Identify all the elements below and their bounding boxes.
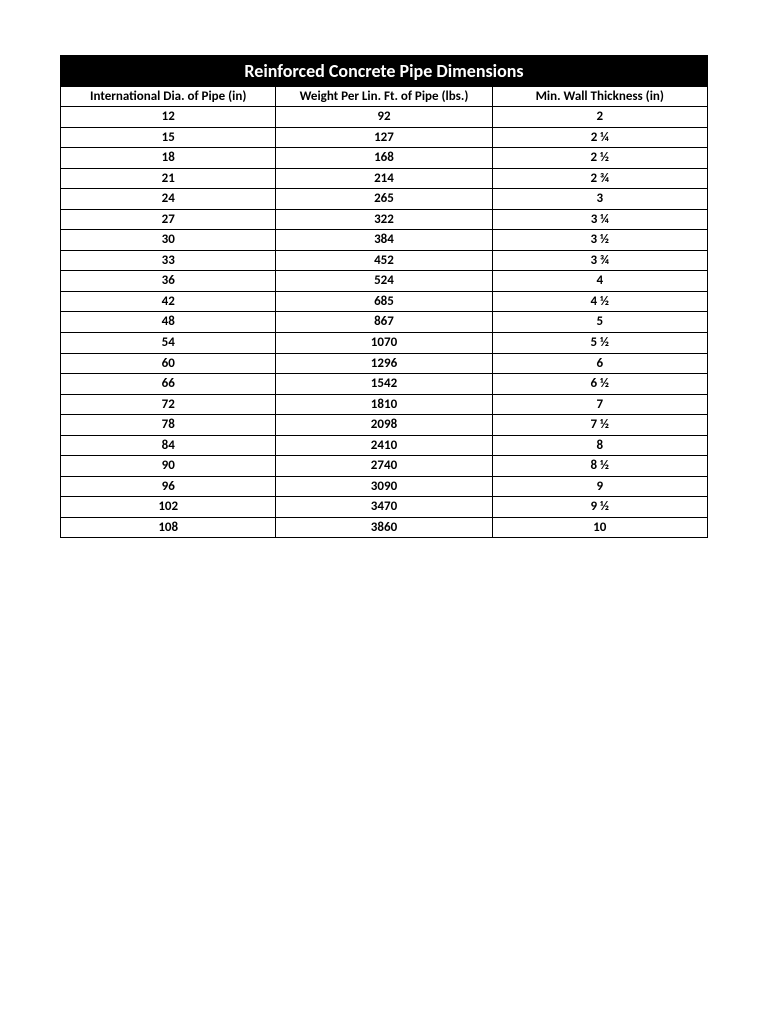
table-row: 9630909 [61,476,708,497]
table-cell: 3 ½ [492,230,707,251]
table-row: 8424108 [61,435,708,456]
table-cell: 6 ½ [492,374,707,395]
pipe-dimensions-table: Reinforced Concrete Pipe Dimensions Inte… [60,55,708,538]
table-cell: 1810 [276,394,492,415]
table-cell: 3470 [276,497,492,518]
table-cell: 27 [61,209,276,230]
table-cell: 168 [276,148,492,169]
table-cell: 214 [276,168,492,189]
table-cell: 54 [61,333,276,354]
header-diameter: International Dia. of Pipe (in) [61,87,276,107]
table-cell: 33 [61,250,276,271]
header-weight: Weight Per Lin. Ft. of Pipe (lbs.) [276,87,492,107]
table-row: 273223 ¼ [61,209,708,230]
table-cell: 5 [492,312,707,333]
table-cell: 1296 [276,353,492,374]
table-body: 12922151272 ¼181682 ½212142 ¾24265327322… [61,107,708,538]
table-cell: 322 [276,209,492,230]
table-cell: 36 [61,271,276,292]
table-cell: 72 [61,394,276,415]
table-cell: 9 ½ [492,497,707,518]
table-row: 9027408 ½ [61,456,708,477]
table-row: 365244 [61,271,708,292]
table-cell: 21 [61,168,276,189]
table-cell: 3090 [276,476,492,497]
table-cell: 1070 [276,333,492,354]
table-cell: 90 [61,456,276,477]
table-title: Reinforced Concrete Pipe Dimensions [61,56,708,87]
table-header-row: International Dia. of Pipe (in) Weight P… [61,87,708,107]
table-cell: 60 [61,353,276,374]
table-row: 334523 ¾ [61,250,708,271]
table-cell: 66 [61,374,276,395]
table-cell: 96 [61,476,276,497]
table-cell: 265 [276,189,492,210]
table-title-row: Reinforced Concrete Pipe Dimensions [61,56,708,87]
table-cell: 384 [276,230,492,251]
table-cell: 4 [492,271,707,292]
table-row: 303843 ½ [61,230,708,251]
table-cell: 78 [61,415,276,436]
table-cell: 2 ½ [492,148,707,169]
table-cell: 2410 [276,435,492,456]
table-cell: 3 ¼ [492,209,707,230]
table-cell: 867 [276,312,492,333]
table-row: 10234709 ½ [61,497,708,518]
table-row: 108386010 [61,517,708,538]
table-cell: 2740 [276,456,492,477]
table-cell: 18 [61,148,276,169]
table-cell: 24 [61,189,276,210]
page-container: Reinforced Concrete Pipe Dimensions Inte… [0,0,768,593]
table-row: 12922 [61,107,708,128]
table-row: 5410705 ½ [61,333,708,354]
table-cell: 48 [61,312,276,333]
table-row: 488675 [61,312,708,333]
table-cell: 8 [492,435,707,456]
table-row: 6012966 [61,353,708,374]
table-cell: 524 [276,271,492,292]
table-cell: 12 [61,107,276,128]
table-row: 7218107 [61,394,708,415]
table-row: 7820987 ½ [61,415,708,436]
table-cell: 2098 [276,415,492,436]
table-cell: 30 [61,230,276,251]
table-cell: 10 [492,517,707,538]
table-cell: 92 [276,107,492,128]
table-cell: 2 [492,107,707,128]
table-cell: 7 ½ [492,415,707,436]
table-cell: 127 [276,127,492,148]
table-cell: 108 [61,517,276,538]
table-cell: 102 [61,497,276,518]
table-cell: 3860 [276,517,492,538]
table-row: 212142 ¾ [61,168,708,189]
table-cell: 7 [492,394,707,415]
table-cell: 9 [492,476,707,497]
table-cell: 685 [276,291,492,312]
table-row: 6615426 ½ [61,374,708,395]
table-cell: 1542 [276,374,492,395]
table-cell: 2 ¼ [492,127,707,148]
table-row: 426854 ½ [61,291,708,312]
table-row: 151272 ¼ [61,127,708,148]
table-cell: 3 ¾ [492,250,707,271]
table-row: 242653 [61,189,708,210]
table-cell: 3 [492,189,707,210]
table-cell: 2 ¾ [492,168,707,189]
table-cell: 5 ½ [492,333,707,354]
header-thickness: Min. Wall Thickness (in) [492,87,707,107]
table-row: 181682 ½ [61,148,708,169]
table-cell: 6 [492,353,707,374]
table-cell: 15 [61,127,276,148]
table-cell: 452 [276,250,492,271]
table-cell: 4 ½ [492,291,707,312]
table-cell: 42 [61,291,276,312]
table-cell: 8 ½ [492,456,707,477]
table-cell: 84 [61,435,276,456]
